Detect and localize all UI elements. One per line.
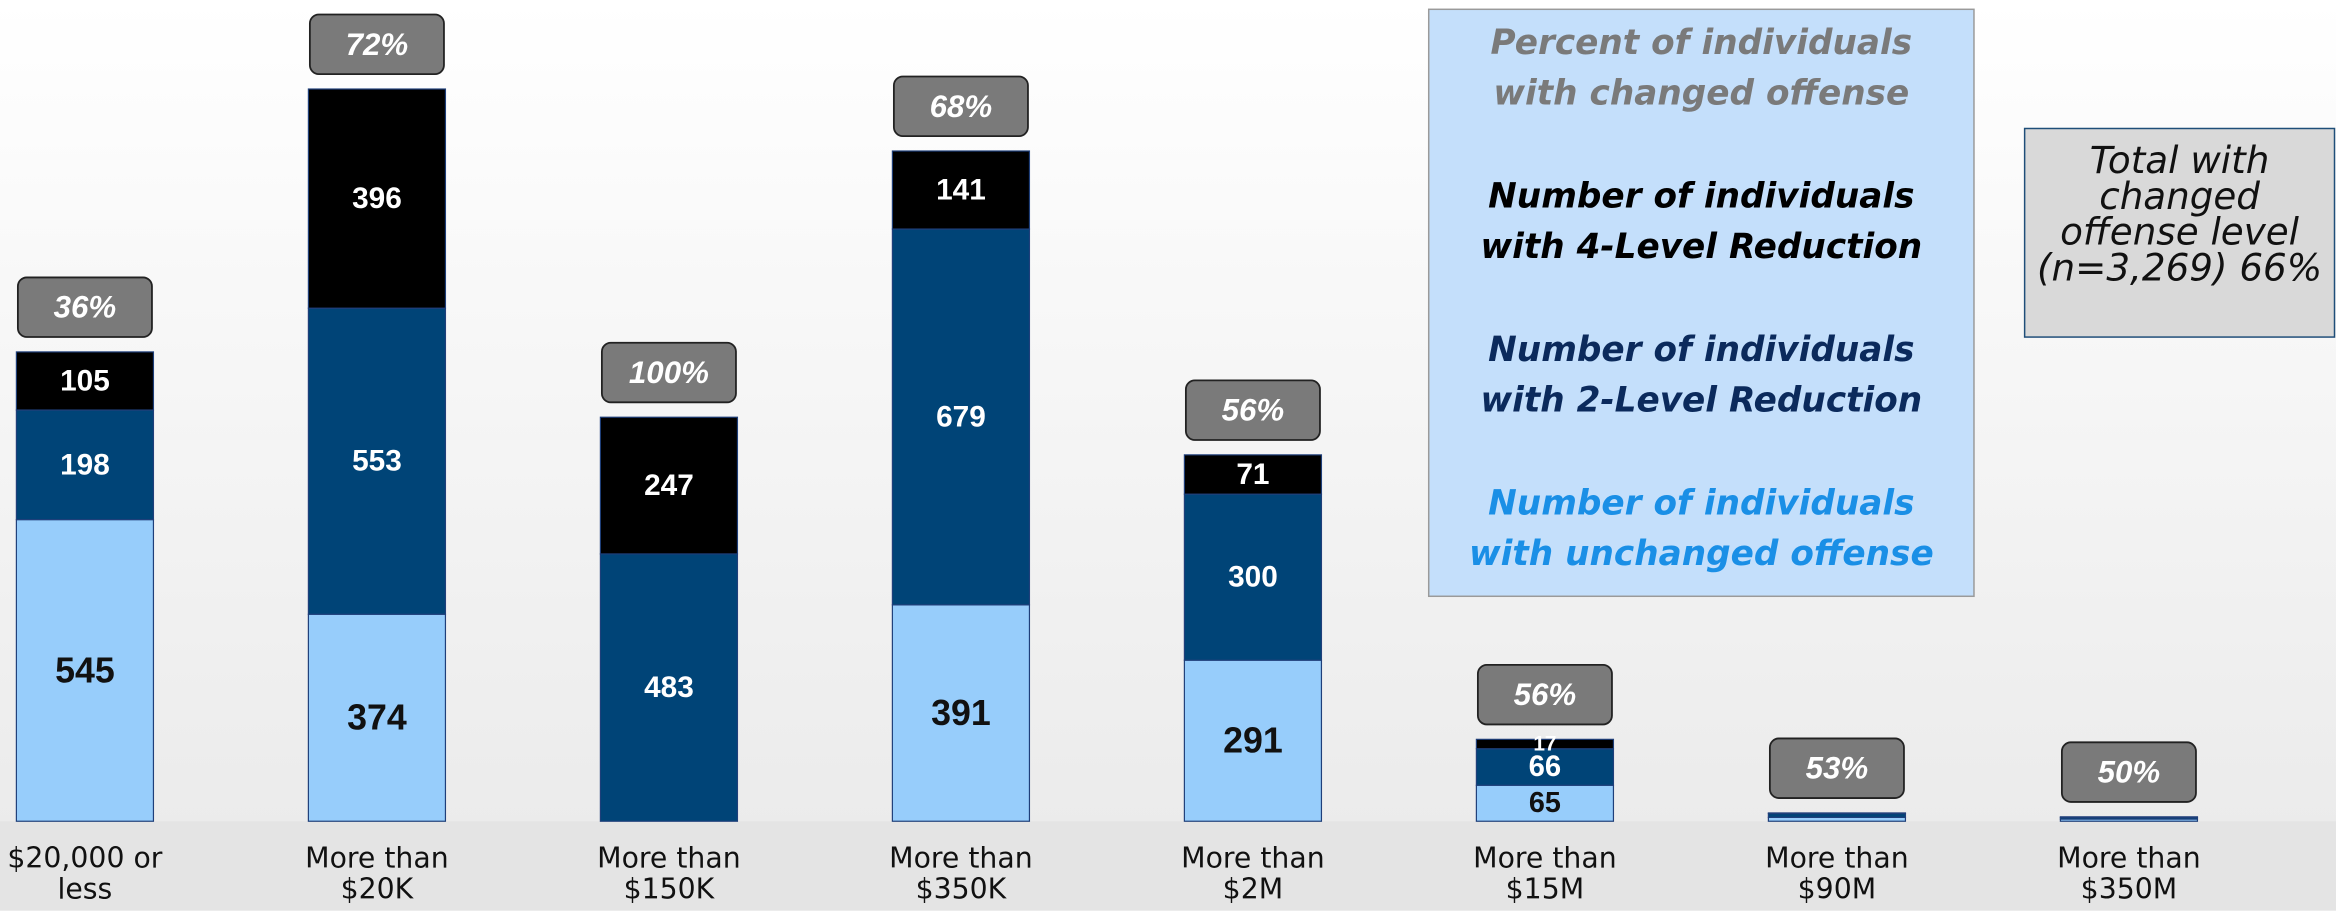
value-label: 17 xyxy=(1533,733,1556,756)
value-label: 374 xyxy=(347,698,407,738)
x-tick-label: More than $90M xyxy=(1765,843,1909,907)
x-tick-label-wrap: More than $2M xyxy=(1181,843,1325,907)
bar-segment xyxy=(1183,493,1323,661)
x-tick-label: $20,000 or less xyxy=(7,843,163,907)
percent-label: 50% xyxy=(2098,755,2161,790)
value-label: 65 xyxy=(1529,787,1561,819)
x-tick-label: More than $15M xyxy=(1473,843,1617,907)
value-label: 247 xyxy=(644,469,694,502)
legend-entry-wrap: Number of individuals with 4-Level Reduc… xyxy=(1480,177,1923,268)
percent-label: 53% xyxy=(1806,751,1869,786)
footer-band xyxy=(0,821,2336,911)
x-tick-label-wrap: More than $15M xyxy=(1473,843,1617,907)
value-label: 66 xyxy=(1529,751,1562,783)
percent-label: 36% xyxy=(54,290,117,325)
bar-segment xyxy=(2059,816,2199,818)
percent-label: 56% xyxy=(1514,677,1577,712)
value-label: 300 xyxy=(1228,561,1278,594)
bar-segment xyxy=(599,416,739,555)
x-tick-label-wrap: More than $350K xyxy=(889,843,1033,907)
percent-badge xyxy=(2060,741,2197,803)
value-label: 545 xyxy=(55,650,115,690)
x-tick-label: More than $350M xyxy=(2057,843,2201,907)
x-tick-label-wrap: More than $90M xyxy=(1765,843,1909,907)
value-label: 483 xyxy=(644,671,694,704)
value-label: 553 xyxy=(352,445,402,478)
bar-segment xyxy=(15,519,155,822)
bar-segment xyxy=(891,604,1031,822)
percent-label: 56% xyxy=(1222,393,1285,428)
percent-badge xyxy=(600,341,737,404)
total-note-wrap: Total with changed offense level (n=3,26… xyxy=(2036,143,2323,290)
bar-segment xyxy=(307,613,447,822)
percent-label: 100% xyxy=(629,355,709,390)
x-tick-label-wrap: More than $150K xyxy=(597,843,741,907)
bar-segment xyxy=(891,228,1031,606)
bar-segment xyxy=(1475,784,1615,822)
bar-segment xyxy=(1183,454,1323,495)
legend-entry: Number of individuals with 2-Level Reduc… xyxy=(1480,331,1923,421)
total-note: Total with changed offense level (n=3,26… xyxy=(2036,143,2323,290)
bar-segment xyxy=(1183,659,1323,822)
x-tick-label-wrap: More than $350M xyxy=(2057,843,2201,907)
bar-segment xyxy=(15,351,155,411)
percent-badge xyxy=(1184,379,1321,441)
legend-box xyxy=(1427,8,1975,598)
x-tick-label: More than $20K xyxy=(305,843,449,907)
value-label: 71 xyxy=(1236,458,1269,491)
x-tick-label: More than $150K xyxy=(597,843,741,907)
bar-segment xyxy=(891,150,1031,230)
bar-segment xyxy=(1475,748,1615,786)
bar-segment xyxy=(1767,812,1907,815)
bar-segment xyxy=(307,88,447,309)
x-tick-label: More than $350K xyxy=(889,843,1033,907)
x-tick-label: More than $2M xyxy=(1181,843,1325,907)
legend-entry-wrap: Percent of individuals with changed offe… xyxy=(1490,24,1913,125)
value-label: 198 xyxy=(60,448,110,481)
total-box xyxy=(2023,127,2336,338)
x-tick-label-wrap: More than $20K xyxy=(305,843,449,907)
percent-badge xyxy=(1476,663,1613,726)
legend-entry-wrap: Number of individuals with unchanged off… xyxy=(1469,484,1934,574)
bar-segment xyxy=(1475,738,1615,750)
legend-entry: Percent of individuals with changed offe… xyxy=(1490,24,1913,125)
legend-entry: Number of individuals with unchanged off… xyxy=(1469,484,1934,574)
value-label: 141 xyxy=(936,174,986,207)
x-tick-label-wrap: $20,000 or less xyxy=(7,843,163,907)
percent-badge xyxy=(892,75,1029,138)
value-label: 105 xyxy=(60,364,110,397)
percent-badge xyxy=(308,13,445,76)
percent-label: 72% xyxy=(346,27,409,62)
value-label: 291 xyxy=(1223,721,1283,761)
percent-label: 68% xyxy=(930,89,993,124)
value-label: 679 xyxy=(936,400,986,433)
legend-entry: Number of individuals with 4-Level Reduc… xyxy=(1480,177,1923,268)
value-label: 391 xyxy=(931,693,991,733)
percent-badge xyxy=(1768,737,1905,799)
percent-badge xyxy=(16,276,153,338)
legend-entry-wrap: Number of individuals with 2-Level Reduc… xyxy=(1480,331,1923,421)
value-label: 396 xyxy=(352,182,402,215)
